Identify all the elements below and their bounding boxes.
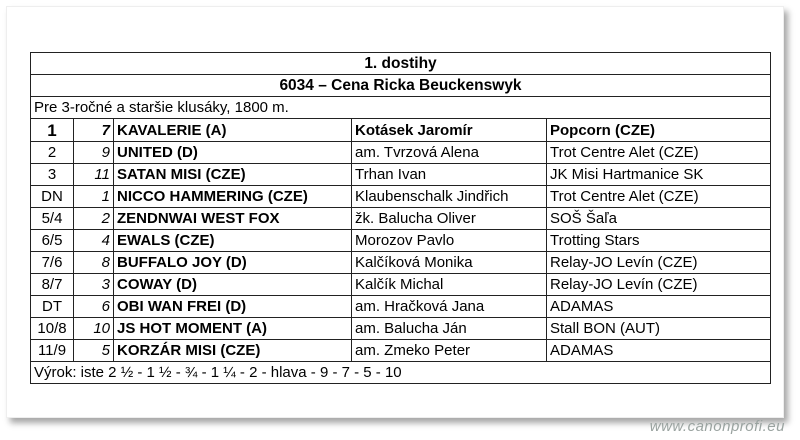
horse-cell: COWAY (D)	[113, 273, 352, 296]
number-cell: 9	[73, 141, 114, 164]
number-cell: 10	[73, 317, 114, 340]
horse-cell: EWALS (CZE)	[113, 229, 352, 252]
horse-cell: JS HOT MOMENT (A)	[113, 317, 352, 340]
driver-cell: am. Tvrzová Alena	[351, 141, 547, 164]
number-cell: 2	[73, 207, 114, 230]
result-row: 8/7 3 COWAY (D) Kalčík Michal Relay-JO Levín…	[30, 273, 771, 296]
number-cell: 3	[73, 273, 114, 296]
horse-cell: OBI WAN FREI (D)	[113, 295, 352, 318]
driver-cell: Kalčíková Monika	[351, 251, 547, 274]
place-cell: DN	[30, 185, 74, 208]
place-cell: 2	[30, 141, 74, 164]
place-cell: 6/5	[30, 229, 74, 252]
driver-cell: Kotásek Jaromír	[351, 118, 547, 142]
owner-cell: Trot Centre Alet (CZE)	[546, 185, 771, 208]
driver-cell: am. Zmeko Peter	[351, 339, 547, 362]
horse-cell: BUFFALO JOY (D)	[113, 251, 352, 274]
place-cell: 1	[30, 118, 74, 142]
driver-cell: Trhan Ivan	[351, 163, 547, 186]
number-cell: 4	[73, 229, 114, 252]
owner-cell: ADAMAS	[546, 295, 771, 318]
driver-cell: Kalčík Michal	[351, 273, 547, 296]
result-row: 1 7 KAVALERIE (A) Kotásek Jaromír Popcorn (C…	[30, 118, 771, 142]
number-cell: 8	[73, 251, 114, 274]
owner-cell: Popcorn (CZE)	[546, 118, 771, 142]
race-description: Pre 3-ročné a staršie klusáky, 1800 m.	[30, 96, 771, 119]
race-results-table: 1. dostihy 6034 – Cena Ricka Beuckenswyk…	[30, 52, 771, 384]
race-description-row: Pre 3-ročné a staršie klusáky, 1800 m.	[30, 96, 771, 119]
result-row: 11/9 5 KORZÁR MISI (CZE) am. Zmeko Peter ADA…	[30, 339, 771, 362]
place-cell: 10/8	[30, 317, 74, 340]
owner-cell: Trot Centre Alet (CZE)	[546, 141, 771, 164]
driver-cell: žk. Balucha Oliver	[351, 207, 547, 230]
result-row: 5/4 2 ZENDNWAI WEST FOX žk. Balucha Oliver S…	[30, 207, 771, 230]
race-name: 6034 – Cena Ricka Beuckenswyk	[30, 74, 771, 97]
owner-cell: Stall BON (AUT)	[546, 317, 771, 340]
horse-cell: SATAN MISI (CZE)	[113, 163, 352, 186]
number-cell: 5	[73, 339, 114, 362]
driver-cell: Klaubenschalk Jindřich	[351, 185, 547, 208]
number-cell: 11	[73, 163, 114, 186]
owner-cell: Trotting Stars	[546, 229, 771, 252]
result-row: 10/8 10 JS HOT MOMENT (A) am. Balucha Ján St…	[30, 317, 771, 340]
race-title-row: 1. dostihy	[30, 52, 771, 75]
horse-cell: KORZÁR MISI (CZE)	[113, 339, 352, 362]
horse-cell: ZENDNWAI WEST FOX	[113, 207, 352, 230]
place-cell: 8/7	[30, 273, 74, 296]
place-cell: 3	[30, 163, 74, 186]
race-name-row: 6034 – Cena Ricka Beuckenswyk	[30, 74, 771, 97]
result-row: 3 11 SATAN MISI (CZE) Trhan Ivan JK Misi Har…	[30, 163, 771, 186]
verdict-row: Výrok: iste 2 ½ - 1 ½ - ¾ - 1 ¼ - 2 - hl…	[30, 361, 771, 384]
race-title: 1. dostihy	[30, 52, 771, 75]
owner-cell: ADAMAS	[546, 339, 771, 362]
owner-cell: SOŠ Šaľa	[546, 207, 771, 230]
owner-cell: Relay-JO Levín (CZE)	[546, 273, 771, 296]
result-row: 6/5 4 EWALS (CZE) Morozov Pavlo Trotting Sta…	[30, 229, 771, 252]
place-cell: 7/6	[30, 251, 74, 274]
number-cell: 6	[73, 295, 114, 318]
horse-cell: KAVALERIE (A)	[113, 118, 352, 142]
driver-cell: Morozov Pavlo	[351, 229, 547, 252]
place-cell: DT	[30, 295, 74, 318]
owner-cell: JK Misi Hartmanice SK	[546, 163, 771, 186]
result-row: DN 1 NICCO HAMMERING (CZE) Klaubenschalk Ji…	[30, 185, 771, 208]
driver-cell: am. Balucha Ján	[351, 317, 547, 340]
place-cell: 5/4	[30, 207, 74, 230]
horse-cell: NICCO HAMMERING (CZE)	[113, 185, 352, 208]
verdict: Výrok: iste 2 ½ - 1 ½ - ¾ - 1 ¼ - 2 - hl…	[30, 361, 771, 384]
place-cell: 11/9	[30, 339, 74, 362]
result-row: 7/6 8 BUFFALO JOY (D) Kalčíková Monika Relay…	[30, 251, 771, 274]
result-row: 2 9 UNITED (D) am. Tvrzová Alena Trot Centre…	[30, 141, 771, 164]
driver-cell: am. Hračková Jana	[351, 295, 547, 318]
result-row: DT 6 OBI WAN FREI (D) am. Hračková Jana ADAM…	[30, 295, 771, 318]
watermark: www.canonprofi.eu	[649, 418, 785, 435]
number-cell: 7	[73, 118, 114, 142]
number-cell: 1	[73, 185, 114, 208]
owner-cell: Relay-JO Levín (CZE)	[546, 251, 771, 274]
horse-cell: UNITED (D)	[113, 141, 352, 164]
